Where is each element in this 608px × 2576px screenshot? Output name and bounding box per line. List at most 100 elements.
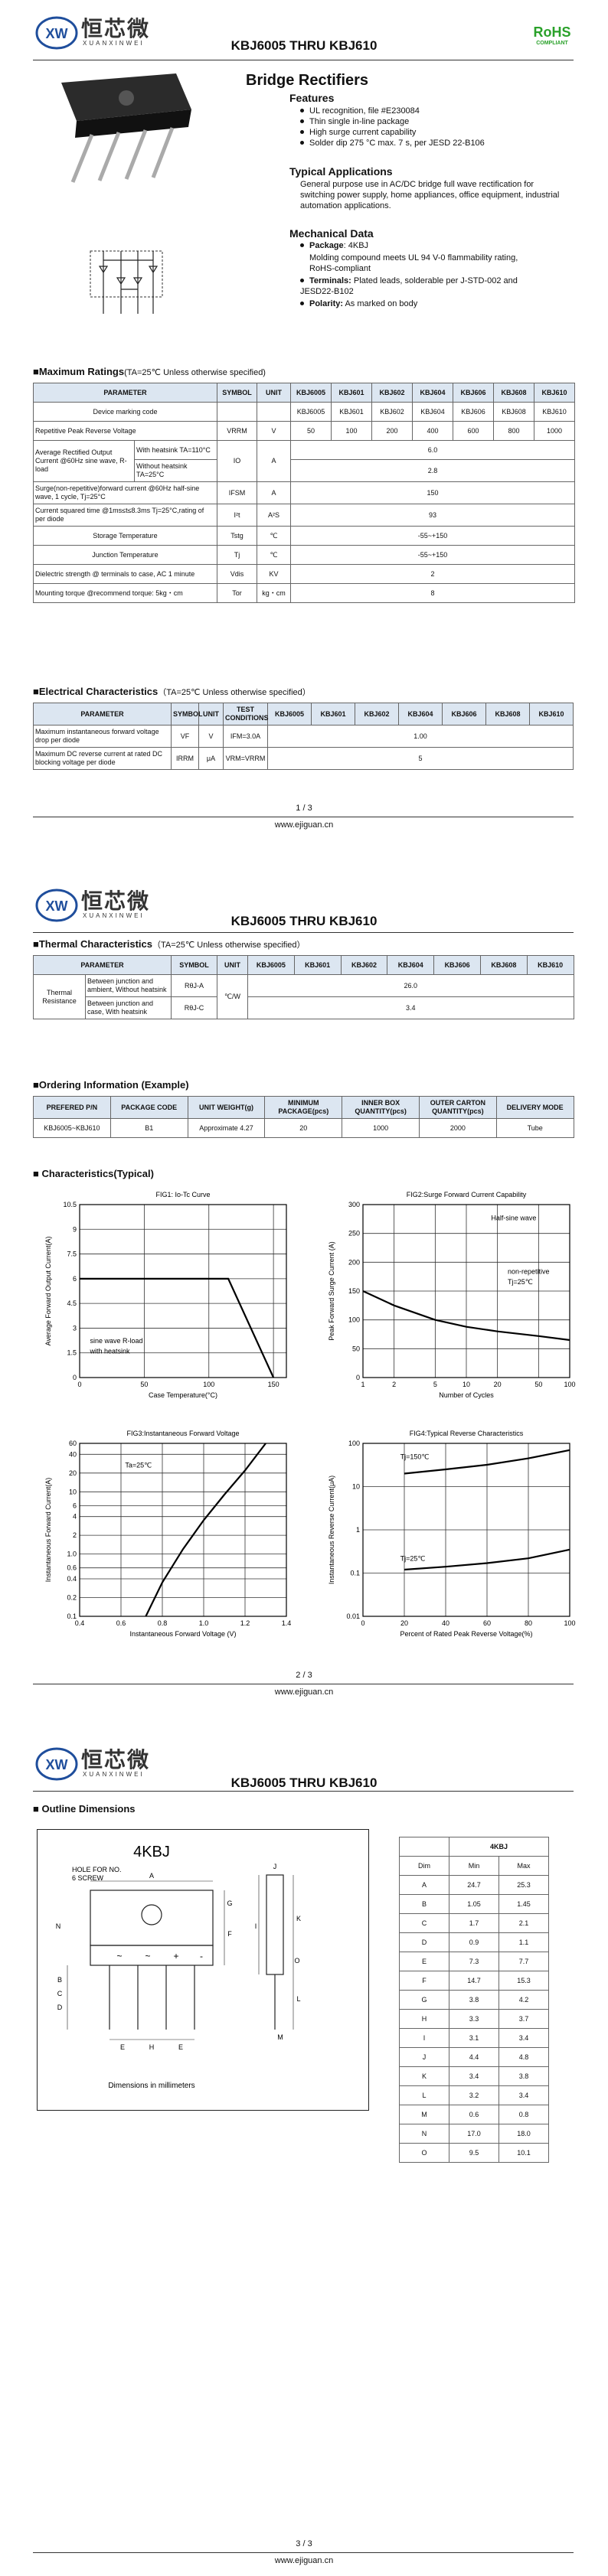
table-cell: VRM=VRRM (223, 747, 268, 770)
table-cell: KBJ602 (355, 703, 399, 726)
hole-note: 6 SCREW (72, 1874, 104, 1882)
table-cell: Max (498, 1856, 550, 1876)
dimension-label: N (56, 1922, 61, 1930)
table-cell: Maximum instantaneous forward voltage dr… (33, 725, 172, 748)
table-cell: 14.7 (449, 1971, 499, 1991)
y-axis-label: Peak Forward Surge Current (A) (328, 1241, 335, 1341)
table-cell: SYMBOL (171, 955, 217, 975)
table-cell: M (399, 2105, 449, 2124)
table-cell: Storage Temperature (33, 526, 217, 546)
table-cell: KBJ6005~KBJ610 (33, 1118, 111, 1138)
table-row: M 0.6 0.8 (399, 2105, 550, 2124)
series-line (362, 1290, 570, 1342)
mechanical-label: Package (309, 241, 344, 250)
bullet (300, 141, 304, 145)
table-cell: Dielectric strength @ terminals to case,… (33, 564, 217, 584)
series-label: Tj=25℃ (400, 1555, 426, 1563)
mechanical-text: Plated leads, solderable per J-STD-002 a… (300, 276, 518, 296)
table-cell: KBJ610 (526, 955, 574, 975)
table-cell: KBJ610 (534, 383, 575, 403)
page-number: 3 / 3 (296, 2539, 312, 2548)
table-cell: 1.05 (449, 1894, 499, 1914)
table-cell: 0.8 (498, 2105, 550, 2124)
x-tick-label: 0.6 (116, 1619, 126, 1627)
table-cell: 25.3 (498, 1875, 550, 1895)
table-cell: Junction Temperature (33, 545, 217, 565)
y-tick-label: 1.5 (67, 1349, 77, 1357)
dimension-label: H (149, 2043, 155, 2051)
table-cell: Vdis (217, 564, 257, 584)
chart: FIG4:Typical Reverse Characteristics 0 20 4… (328, 1430, 576, 1638)
y-tick-label: 6 (73, 1502, 77, 1509)
table-cell: 1.45 (498, 1894, 550, 1914)
table-cell: INNER BOX QUANTITY(pcs) (342, 1096, 420, 1119)
table-row: Repetitive Peak Reverse Voltage VRRM V 50 10… (33, 421, 575, 441)
y-tick-label: 0.1 (350, 1570, 360, 1577)
table-cell: 200 (371, 421, 413, 441)
table-cell: 4.8 (498, 2047, 550, 2067)
x-axis-label: Case Temperature(°C) (149, 1391, 217, 1399)
table-cell: 3.4 (498, 2028, 550, 2048)
table-cell: Average Rectified Output Current @60Hz s… (33, 440, 135, 482)
table-host: PARAMETER SYMBOL UNIT KBJ6005 KBJ601 KBJ602 KB… (33, 955, 574, 1019)
x-tick-label: 50 (140, 1381, 148, 1388)
table-row: B 1.05 1.45 (399, 1894, 550, 1914)
dimension-label: J (273, 1863, 277, 1870)
table-cell: KBJ608 (485, 703, 530, 726)
table-row: Dielectric strength @ terminals to case,… (33, 564, 575, 584)
table-cell: 10.1 (498, 2143, 550, 2163)
chart-title: FIG4:Typical Reverse Characteristics (410, 1430, 524, 1437)
table-cell: RθJ-C (171, 996, 217, 1019)
rohs-title: RoHS (533, 24, 571, 40)
y-tick-label: 4.5 (67, 1299, 77, 1307)
table-cell: 15.3 (498, 1971, 550, 1991)
table-cell: 400 (412, 421, 453, 441)
series-line (404, 1548, 570, 1571)
table-cell: KBJ604 (412, 402, 453, 422)
mechanical-item: Molding compound meets UL 94 V-0 flammab… (300, 253, 530, 274)
dimension-label: B (57, 1976, 62, 1984)
table-cell: -55~+150 (290, 545, 575, 565)
mechanical-label: Polarity: (309, 299, 344, 308)
table-row: Without heatsink TA=25°C 2.8 (34, 459, 575, 482)
chart: FIG1: Io-Tc Curve 0 50 100 150 0 1.5 3 4.5 6 7.5 9 1… (44, 1191, 287, 1399)
x-tick-label: 40 (442, 1619, 449, 1627)
series-label: Tj=150℃ (400, 1453, 430, 1460)
table-cell: V (198, 725, 224, 748)
heading-text: ■Electrical Characteristics (33, 686, 159, 697)
x-tick-label: 150 (268, 1381, 279, 1388)
table-cell: KV (257, 564, 291, 584)
table-cell: KBJ6005 (247, 955, 295, 975)
bullet (300, 130, 304, 135)
x-tick-label: 20 (494, 1381, 502, 1388)
table-cell: Mounting torque @recommend torque: 5kg・c… (33, 583, 217, 603)
table-cell: MINIMUM PACKAGE(pcs) (264, 1096, 343, 1119)
dimension-label: D (57, 2004, 63, 2011)
y-tick-label: 7.5 (67, 1251, 77, 1258)
logo-mark: XW (35, 889, 78, 922)
table-cell: G (399, 1990, 449, 2010)
chart: FIG3:Instantaneous Forward Voltage 0.4 0.6… (44, 1430, 291, 1638)
logo-cn: 恒芯微 (81, 17, 151, 41)
table-cell: 3.2 (449, 2085, 499, 2105)
rohs-badge: RoHS COMPLIANT (525, 24, 579, 46)
table-row: Between junction and case, With heatsink… (34, 996, 574, 1019)
annotation: Half-sine wave (491, 1214, 536, 1221)
table-cell: KBJ6005 (267, 703, 312, 726)
table-cell: IFSM (217, 481, 257, 504)
header-rule (33, 1791, 574, 1792)
section-heading: ■ Characteristics(Typical) (33, 1168, 154, 1179)
dimension-label: A (149, 1872, 154, 1880)
table-cell: OUTER CARTON QUANTITY(pcs) (418, 1096, 497, 1119)
x-tick-label: 60 (483, 1619, 491, 1627)
x-tick-label: 100 (203, 1381, 214, 1388)
page-title: KBJ6005 THRU KBJ610 (230, 1775, 378, 1790)
x-tick-label: 0.4 (75, 1619, 85, 1627)
heading-text: ■Thermal Characteristics (33, 938, 152, 950)
table-cell: PARAMETER (33, 703, 172, 726)
feature-text: Thin single in-line package (309, 117, 410, 126)
table-row: 4KBJ (399, 1837, 550, 1857)
bullet (300, 119, 304, 124)
y-tick-label: 1 (356, 1526, 360, 1534)
hole-note: HOLE FOR NO. (72, 1866, 122, 1873)
